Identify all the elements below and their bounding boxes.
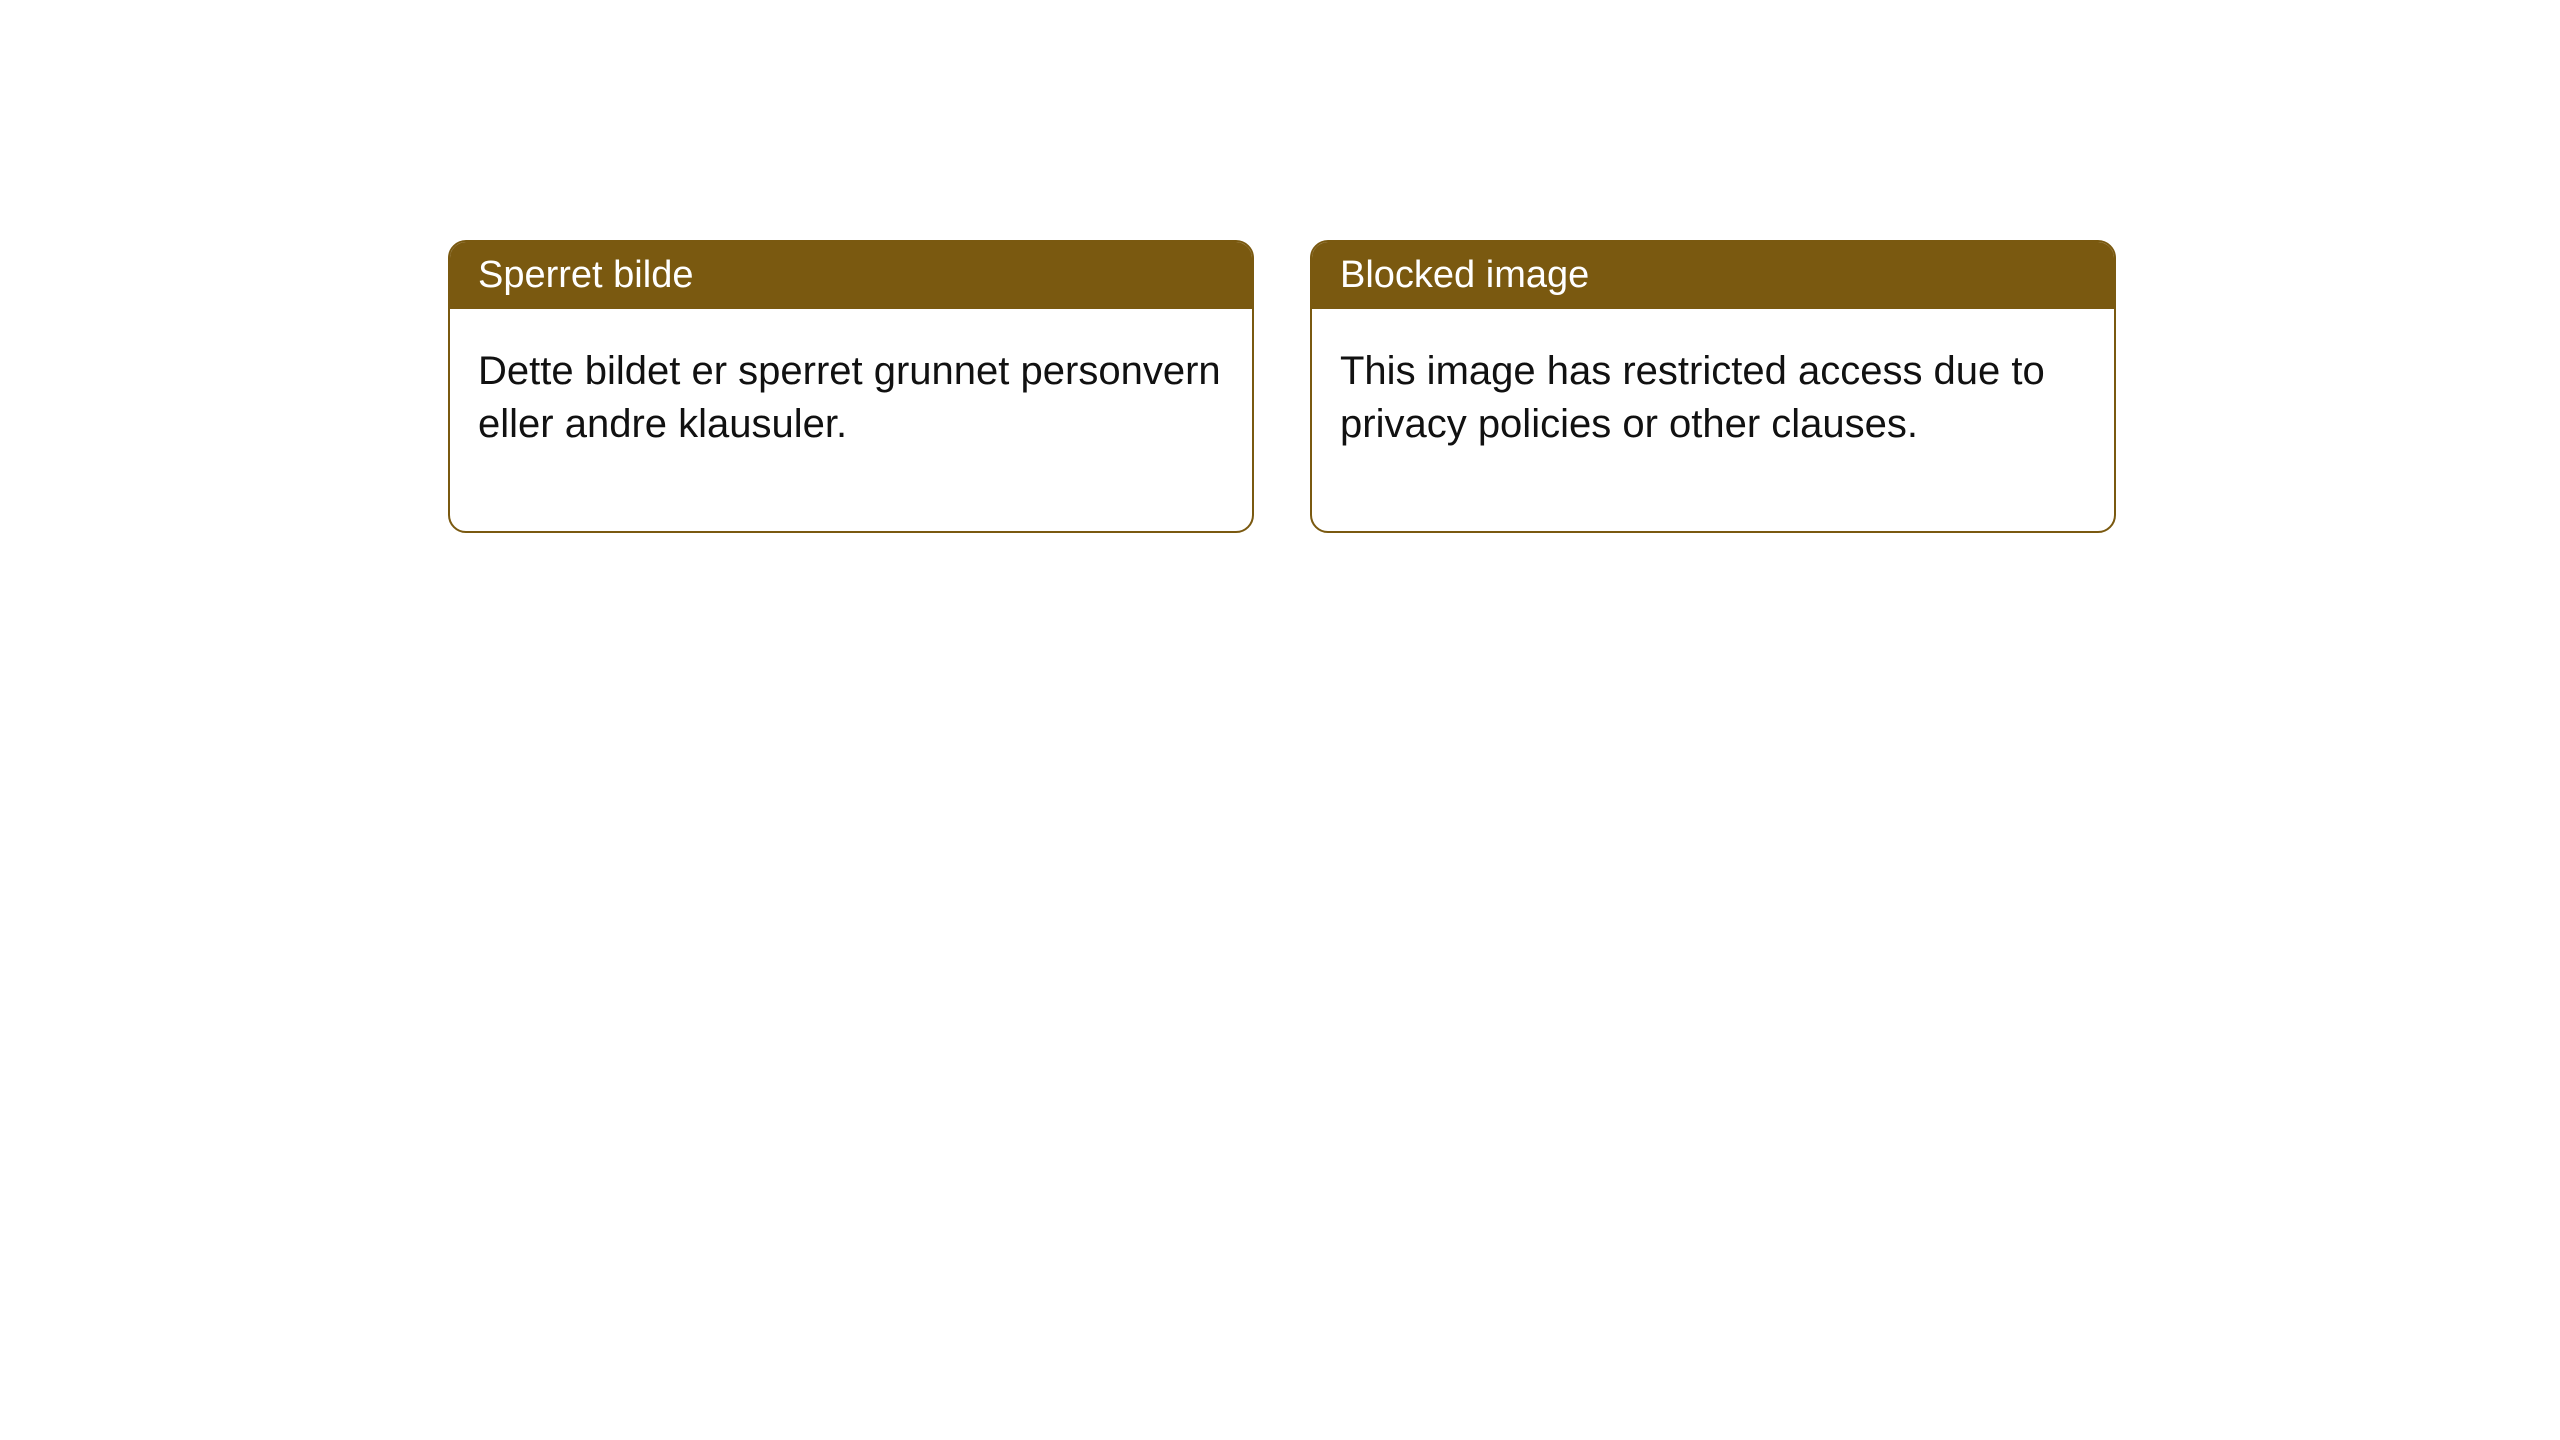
notice-card-header: Sperret bilde bbox=[450, 242, 1252, 309]
notice-card-no: Sperret bilde Dette bildet er sperret gr… bbox=[448, 240, 1254, 533]
notice-card-header: Blocked image bbox=[1312, 242, 2114, 309]
notice-card-body: This image has restricted access due to … bbox=[1312, 309, 2114, 531]
notice-container: Sperret bilde Dette bildet er sperret gr… bbox=[0, 0, 2560, 533]
notice-card-en: Blocked image This image has restricted … bbox=[1310, 240, 2116, 533]
notice-card-body: Dette bildet er sperret grunnet personve… bbox=[450, 309, 1252, 531]
